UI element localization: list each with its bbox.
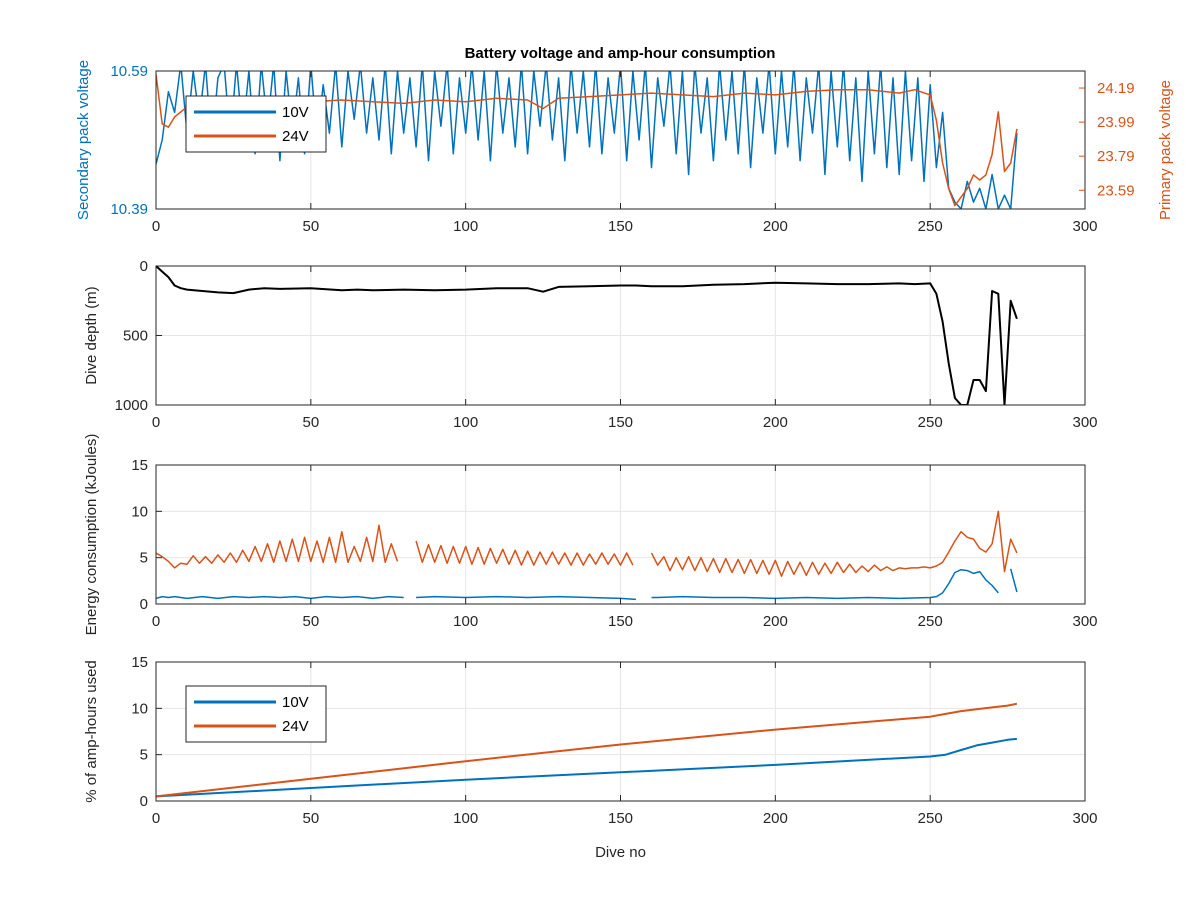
y-tick-label: 0 — [140, 793, 148, 810]
x-tick-label: 200 — [763, 414, 788, 431]
x-tick-label: 150 — [608, 218, 633, 235]
y-axis-label: Energy consumption (kJoules) — [83, 434, 100, 636]
legend-box — [185, 685, 327, 743]
y-right-tick-label: 23.79 — [1097, 148, 1135, 165]
y-tick-label: 15 — [131, 457, 148, 474]
series-line-depth — [156, 266, 1018, 405]
x-tick-label: 200 — [763, 613, 788, 630]
series-line-10v — [156, 737, 1017, 798]
x-tick-label: 250 — [918, 414, 943, 431]
legend-box — [185, 95, 327, 153]
x-tick-label: 200 — [763, 218, 788, 235]
x-axis-label: Dive no — [595, 844, 646, 861]
x-tick-label: 50 — [302, 218, 319, 235]
subplot-2: 0 50 100 150 200 250 300 0 500 1000 Dive depth (m) — [83, 258, 1098, 431]
subplot-1: 0 50 100 150 200 250 300 10.39 10.59 23.59 23.79 23… — [75, 60, 1174, 235]
y-axis-label: Dive depth (m) — [83, 286, 100, 384]
legend-label-10v: 10V — [282, 104, 309, 121]
x-tick-label: 300 — [1072, 414, 1097, 431]
x-tick-label: 300 — [1072, 810, 1097, 827]
x-tick-label: 0 — [152, 613, 160, 630]
x-tick-label: 250 — [918, 613, 943, 630]
series-line-10v — [156, 71, 1018, 209]
subplots-group: 0 50 100 150 200 250 30010.3910.5923.5923.7923… — [75, 60, 1174, 861]
x-tick-label: 150 — [608, 810, 633, 827]
series-line-24v — [156, 702, 1018, 798]
x-tick-label: 250 — [918, 810, 943, 827]
y-right-axis-label: Primary pack voltage — [1157, 80, 1174, 220]
legend-label-10v: 10V — [282, 694, 309, 711]
x-tick-label: 150 — [608, 613, 633, 630]
subplot-4: 0 50 100 150 200 250 300 0 5 10 15 % of amp-hours u… — [83, 654, 1098, 861]
figure-title: Battery voltage and amp-hour consumption — [465, 45, 776, 62]
x-tick-label: 50 — [302, 414, 319, 431]
series-line-24v — [156, 510, 1018, 577]
x-tick-label: 100 — [453, 414, 478, 431]
y-tick-label: 5 — [140, 747, 148, 764]
x-tick-label: 300 — [1072, 218, 1097, 235]
y-tick-label: 0 — [140, 596, 148, 613]
y-tick-label: 10 — [131, 503, 148, 520]
x-tick-label: 150 — [608, 414, 633, 431]
x-tick-label: 100 — [453, 613, 478, 630]
legend-label-24v: 24V — [282, 718, 309, 735]
x-tick-label: 200 — [763, 810, 788, 827]
x-tick-label: 50 — [302, 613, 319, 630]
series-line-10v — [156, 568, 1018, 601]
x-tick-label: 100 — [453, 218, 478, 235]
y-tick-label: 500 — [123, 328, 148, 345]
y-tick-label: 1000 — [115, 397, 148, 414]
legend-label-24v: 24V — [282, 128, 309, 145]
y-tick-label: 0 — [140, 258, 148, 275]
y-axis-label: Secondary pack voltage — [75, 60, 92, 220]
x-tick-label: 300 — [1072, 613, 1097, 630]
y-tick-label: 5 — [140, 550, 148, 567]
x-tick-label: 100 — [453, 810, 478, 827]
x-tick-label: 0 — [152, 414, 160, 431]
y-right-tick-label: 23.99 — [1097, 114, 1135, 131]
y-tick-label: 10.39 — [110, 201, 148, 218]
x-tick-label: 250 — [918, 218, 943, 235]
x-tick-label: 0 — [152, 810, 160, 827]
x-tick-label: 50 — [302, 810, 319, 827]
y-right-tick-label: 24.19 — [1097, 80, 1135, 97]
y-tick-label: 15 — [131, 654, 148, 671]
y-tick-label: 10.59 — [110, 63, 148, 80]
y-right-tick-label: 23.59 — [1097, 182, 1135, 199]
y-tick-label: 10 — [131, 700, 148, 717]
x-tick-label: 0 — [152, 218, 160, 235]
subplot-3: 0 50 100 150 200 250 300 0 5 10 15 Energy consumpti… — [83, 434, 1098, 636]
y-axis-label: % of amp-hours used — [83, 660, 100, 803]
